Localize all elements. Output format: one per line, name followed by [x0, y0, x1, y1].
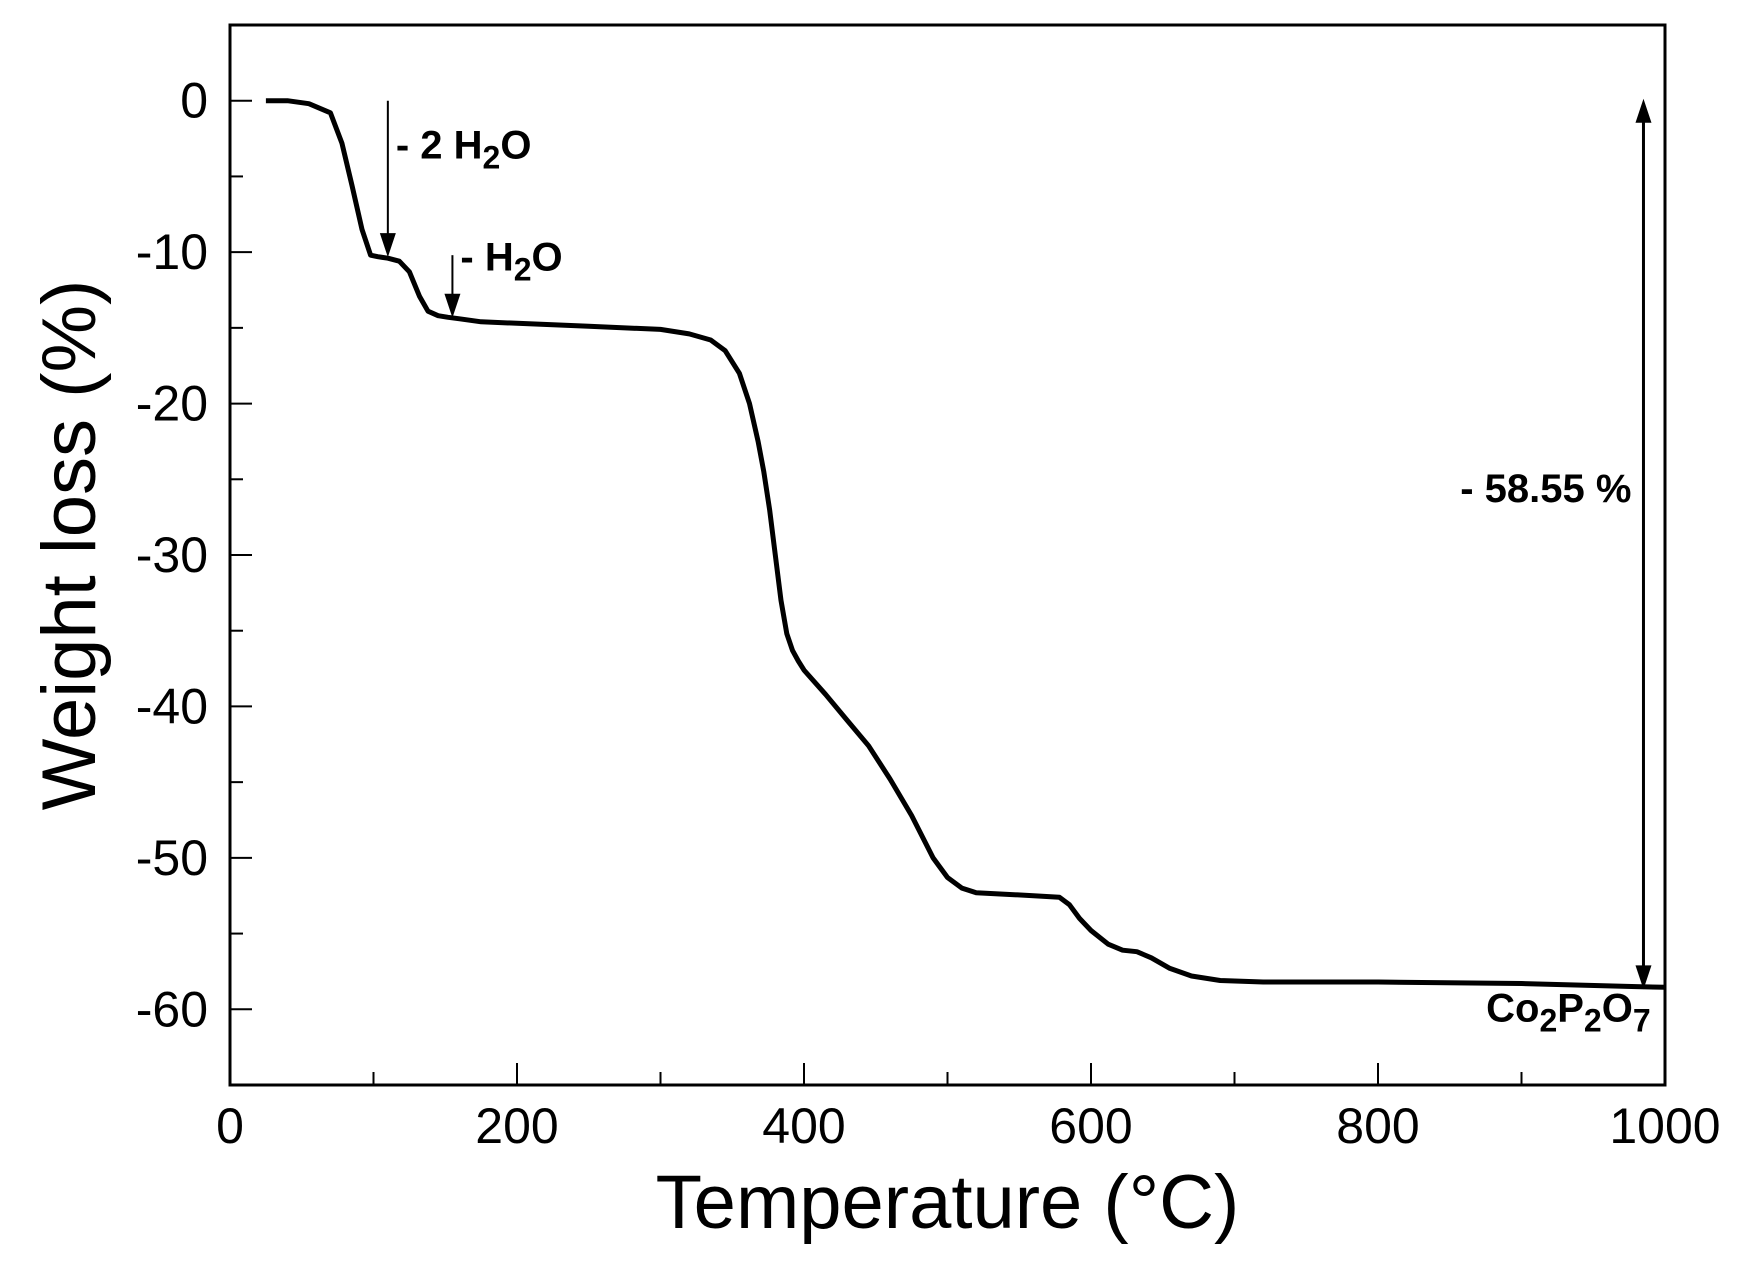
x-tick-label: 1000 [1609, 1098, 1720, 1154]
x-axis-ticks [229, 1063, 1666, 1085]
weight-loss-curve [265, 98, 1666, 990]
x-tick-label: 400 [762, 1098, 845, 1154]
x-tick-label: 200 [475, 1098, 558, 1154]
y-tick-label: -50 [136, 830, 208, 886]
annotation-arrowhead-bottom [1635, 965, 1652, 990]
y-axis-ticks [230, 24, 252, 1086]
annotation-arrowhead-h2o [444, 293, 461, 318]
x-tick-label: 0 [216, 1098, 244, 1154]
y-tick-label: -30 [136, 527, 208, 583]
plot-frame [228, 23, 1667, 1087]
y-tick-label: -10 [136, 224, 208, 280]
y-axis-tick-labels: 0 -10 -20 -30 -40 -50 -60 [136, 73, 208, 1038]
y-tick-label: 0 [180, 73, 208, 129]
annotation-label-co2p2o7: Co2P2O7 [1486, 986, 1651, 1038]
y-tick-label: -60 [136, 981, 208, 1037]
x-axis-title: Temperature (°C) [656, 1160, 1240, 1245]
annotation-label-2h2o: - 2 H2O [396, 123, 532, 175]
y-tick-label: -20 [136, 376, 208, 432]
annotation-label-total-loss: - 58.55 % [1460, 467, 1631, 511]
annotation-label-h2o: - H2O [460, 235, 562, 287]
y-tick-label: -40 [136, 678, 208, 734]
x-tick-label: 800 [1336, 1098, 1419, 1154]
x-tick-label: 600 [1049, 1098, 1132, 1154]
x-axis-tick-labels: 0 200 400 600 800 1000 [216, 1098, 1721, 1154]
annotations: - 2 H2O - H2O - 58.55 % Co2P2O7 [379, 98, 1652, 1038]
annotation-arrowhead-2h2o [379, 233, 396, 258]
annotation-arrowhead-top [1635, 98, 1652, 123]
y-axis-title: Weight loss (%) [27, 280, 112, 811]
